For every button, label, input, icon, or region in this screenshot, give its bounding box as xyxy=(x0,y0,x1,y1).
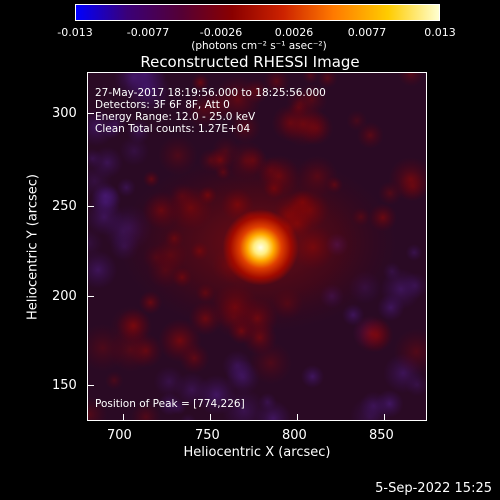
noise-blob xyxy=(184,90,223,129)
y-tick-mark xyxy=(88,385,94,386)
noise-blob xyxy=(317,73,338,89)
colorbar-tick-label: 0.013 xyxy=(424,26,456,39)
x-tick-mark xyxy=(123,414,124,420)
noise-blob xyxy=(119,135,150,167)
noise-blob xyxy=(225,359,257,390)
noise-blob xyxy=(158,392,182,416)
noise-blob xyxy=(302,73,319,84)
noise-blob xyxy=(377,293,405,322)
noise-blob xyxy=(388,156,426,202)
noise-blob xyxy=(280,101,326,147)
noise-blob xyxy=(88,396,108,420)
info-time-range: 27-May-2017 18:19:56.000 to 18:25:56.000 xyxy=(95,87,326,99)
noise-blob xyxy=(359,391,389,420)
info-clean-counts: Clean Total counts: 1.27E+04 xyxy=(95,123,251,135)
y-tick-label: 200 xyxy=(52,289,77,304)
image-canvas xyxy=(88,73,426,420)
colorbar-tick-label: 0.0026 xyxy=(274,26,314,39)
info-energy-range: Energy Range: 12.0 - 25.0 keV xyxy=(95,111,256,123)
noise-blob xyxy=(300,364,325,389)
noise-blob xyxy=(113,73,154,98)
timestamp: 5-Sep-2022 15:25 xyxy=(375,481,492,496)
noise-blob xyxy=(116,177,136,198)
x-tick-mark xyxy=(297,414,298,420)
noise-blob xyxy=(393,328,426,375)
info-peak-position: Position of Peak = [774,226] xyxy=(95,398,245,410)
y-tick-label: 300 xyxy=(52,106,77,121)
noise-blob xyxy=(405,373,426,397)
noise-blob xyxy=(258,392,277,412)
x-tick-mark xyxy=(384,414,385,420)
y-tick-label: 150 xyxy=(52,378,77,393)
x-tick-mark xyxy=(210,414,211,420)
y-axis-label: Heliocentric Y (arcsec) xyxy=(25,174,41,320)
rhessi-image: 27-May-2017 18:19:56.000 to 18:25:56.000… xyxy=(87,72,427,421)
colorbar-tick-label: -0.0077 xyxy=(126,26,170,39)
noise-blob xyxy=(401,272,426,299)
noise-blob xyxy=(405,243,423,262)
colorbar-unit: (photons cm⁻² s⁻¹ asec⁻²) xyxy=(191,40,327,52)
x-axis-label: Heliocentric X (arcsec) xyxy=(183,445,331,460)
noise-blob xyxy=(130,401,161,420)
noise-blob xyxy=(126,119,151,144)
y-tick-mark xyxy=(88,206,94,207)
x-tick-label: 850 xyxy=(369,428,394,443)
noise-blob xyxy=(88,323,127,372)
noise-blob xyxy=(397,73,425,87)
noise-blob xyxy=(356,121,384,149)
noise-blob xyxy=(196,374,237,415)
x-tick-label: 750 xyxy=(195,428,220,443)
noise-blob xyxy=(263,73,290,95)
noise-blob xyxy=(180,413,197,420)
y-tick-mark xyxy=(88,296,94,297)
x-tick-label: 800 xyxy=(282,428,307,443)
colorbar xyxy=(75,4,440,21)
y-tick-label: 250 xyxy=(52,199,77,214)
noise-blob xyxy=(88,250,118,290)
plot-title: Reconstructed RHESSI Image xyxy=(140,53,360,71)
noise-blob xyxy=(178,342,210,374)
noise-blob xyxy=(102,119,122,139)
noise-blob xyxy=(104,371,124,390)
noise-blob xyxy=(191,73,210,92)
noise-blob xyxy=(128,333,163,368)
noise-blob xyxy=(229,111,261,144)
peak-source xyxy=(222,209,299,286)
noise-blob xyxy=(353,314,391,353)
colorbar-tick-label: 0.0077 xyxy=(347,26,387,39)
info-detectors: Detectors: 3F 6F 8F, Att 0 xyxy=(95,99,230,111)
colorbar-tick-label: -0.013 xyxy=(57,26,93,39)
noise-blob xyxy=(91,146,124,179)
y-tick-mark xyxy=(88,113,94,114)
x-tick-label: 700 xyxy=(107,428,132,443)
colorbar-tick-label: -0.0026 xyxy=(199,26,243,39)
